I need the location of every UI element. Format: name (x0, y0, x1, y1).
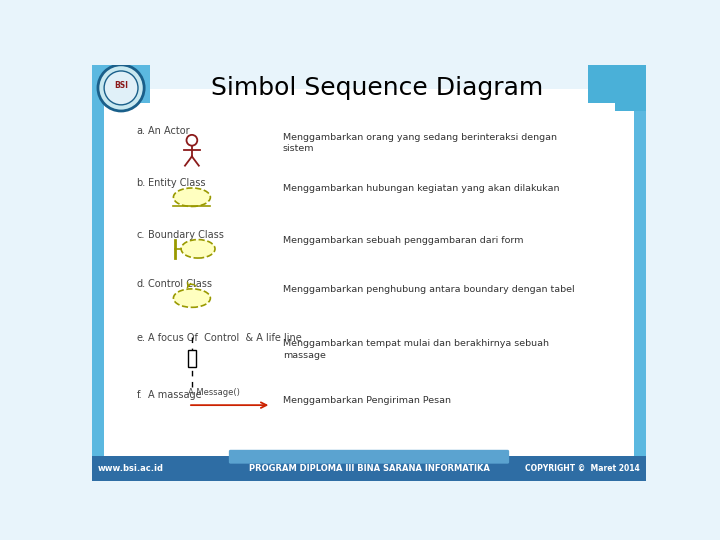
Bar (616, 88, 647, 111)
Text: b.: b. (137, 178, 145, 188)
Bar (608, 65, 647, 92)
Text: Menggambarkan tempat mulai dan berakhirnya sebuah
massage: Menggambarkan tempat mulai dan berakhirn… (283, 339, 549, 360)
Text: A massage: A massage (148, 390, 202, 400)
Circle shape (104, 71, 138, 105)
Bar (104, 90, 634, 457)
FancyBboxPatch shape (229, 450, 509, 464)
Text: A focus Of  Control  & A life line: A focus Of Control & A life line (148, 333, 302, 343)
Text: Menggambarkan hubungan kegiatan yang akan dilakukan: Menggambarkan hubungan kegiatan yang aka… (283, 184, 559, 193)
Bar (188, 350, 196, 367)
Ellipse shape (181, 240, 215, 258)
Bar (634, 90, 647, 457)
Text: Menggambarkan Pengiriman Pesan: Menggambarkan Pengiriman Pesan (283, 396, 451, 405)
Ellipse shape (174, 289, 210, 307)
Bar (588, 65, 647, 103)
Bar (92, 90, 104, 457)
Text: Entity Class: Entity Class (148, 178, 205, 188)
Text: BSI: BSI (114, 81, 128, 90)
Text: COPYRIGHT ©  Maret 2014: COPYRIGHT © Maret 2014 (526, 464, 640, 473)
Text: www.bsi.ac.id: www.bsi.ac.id (98, 464, 164, 473)
Text: A Message(): A Message() (188, 388, 240, 397)
Bar (634, 65, 647, 150)
Text: c.: c. (137, 230, 145, 240)
Text: Simbol Sequence Diagram: Simbol Sequence Diagram (210, 76, 543, 100)
Text: Menggambarkan orang yang sedang berinteraksi dengan
sistem: Menggambarkan orang yang sedang berinter… (283, 132, 557, 153)
Bar (92, 65, 104, 130)
Text: e.: e. (137, 333, 145, 343)
Text: An Actor: An Actor (148, 126, 189, 137)
Bar (92, 434, 104, 457)
Bar (92, 456, 647, 481)
Text: PROGRAM DIPLOMA III BINA SARANA INFORMATIKA: PROGRAM DIPLOMA III BINA SARANA INFORMAT… (248, 464, 490, 473)
Text: Control Class: Control Class (148, 279, 212, 289)
Circle shape (98, 65, 144, 111)
Text: d.: d. (137, 279, 145, 289)
Text: a.: a. (137, 126, 145, 137)
Text: Menggambarkan sebuah penggambaran dari form: Menggambarkan sebuah penggambaran dari f… (283, 236, 523, 245)
Bar (92, 65, 150, 103)
Ellipse shape (174, 188, 210, 206)
Text: f.: f. (137, 390, 142, 400)
Text: Menggambarkan penghubung antara boundary dengan tabel: Menggambarkan penghubung antara boundary… (283, 285, 575, 294)
Text: Boundary Class: Boundary Class (148, 230, 224, 240)
